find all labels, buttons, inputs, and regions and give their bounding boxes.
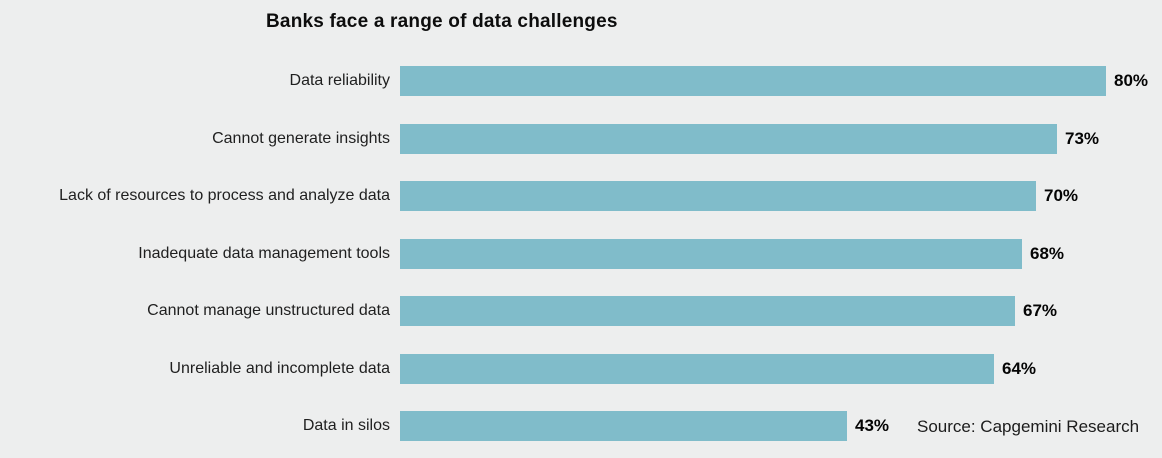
value-label: 67%: [1023, 301, 1058, 320]
chart-row: Data in silos 43%: [0, 411, 889, 441]
value-label: 73%: [1065, 128, 1100, 148]
value-label: 43%: [855, 416, 890, 435]
chart-row: Cannot generate insights 73%: [0, 123, 1100, 154]
category-label: Cannot generate insights: [212, 129, 390, 147]
category-label: Inadequate data management tools: [138, 244, 390, 262]
value-label: 70%: [1044, 186, 1079, 205]
value-label: 68%: [1030, 243, 1065, 263]
category-label: Data in silos: [302, 417, 390, 434]
bar: [400, 123, 1057, 154]
category-label: Cannot manage unstructured data: [147, 302, 390, 319]
chart-title: Banks face a range of data challenges: [266, 11, 618, 32]
chart-row: Data reliability 80%: [0, 66, 1148, 96]
bar: [400, 296, 1015, 326]
category-label: Unreliable and incomplete data: [169, 359, 390, 377]
value-label: 80%: [1114, 71, 1149, 90]
bar: [400, 181, 1036, 211]
chart-row: Unreliable and incomplete data 64%: [0, 353, 1037, 384]
value-label: 64%: [1002, 358, 1037, 378]
chart-row: Inadequate data management tools 68%: [0, 238, 1065, 269]
category-label: Data reliability: [289, 72, 390, 89]
chart-row: Lack of resources to process and analyze…: [0, 181, 1078, 211]
bar: [400, 238, 1022, 269]
bar: [400, 411, 847, 441]
category-label: Lack of resources to process and analyze…: [59, 187, 390, 204]
source-caption: Source: Capgemini Research: [917, 417, 1140, 436]
chart-row: Cannot manage unstructured data 67%: [0, 296, 1057, 326]
bar: [400, 353, 994, 384]
bar: [400, 66, 1106, 96]
